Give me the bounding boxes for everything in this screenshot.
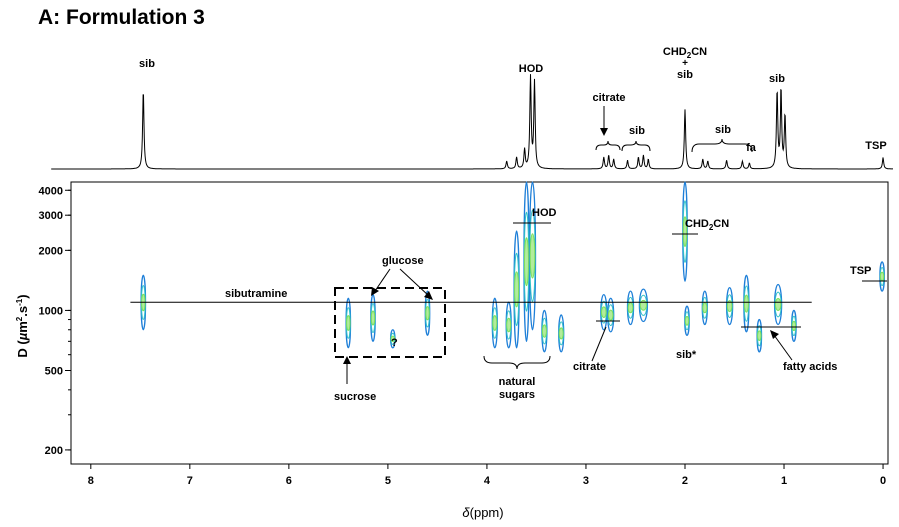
x-tick-label-1: 1	[781, 475, 787, 487]
label-plus: +	[682, 58, 688, 69]
y-tick-label-200: 200	[45, 445, 63, 457]
contour-signal-1-level-2	[346, 315, 351, 331]
sugars-dashed-box	[334, 287, 446, 358]
glucose-arrow-right	[399, 268, 430, 297]
contour-signal-23-level-2	[791, 320, 797, 331]
contour-signal-13-level-2	[607, 309, 614, 321]
label-chd2cn: CHD2CN	[685, 218, 729, 232]
sucrose-arrowhead	[343, 356, 351, 364]
contour-signal-11-level-2	[558, 327, 564, 340]
x-tick-label-7: 7	[187, 475, 193, 487]
label-sibutramine: sibutramine	[225, 288, 287, 300]
level-markers	[513, 222, 887, 328]
x-tick-label-0: 0	[880, 475, 886, 487]
label-tsp-top: TSP	[865, 140, 886, 152]
citrate-pointer	[591, 326, 607, 362]
contour-signal-24-level-2	[879, 271, 885, 282]
label-chd2cn-top: CHD2CN	[663, 46, 707, 60]
y-tick-label-3000: 3000	[39, 210, 63, 222]
contour-signal-18-level-2	[702, 302, 708, 314]
label-question: ?	[391, 337, 398, 349]
y-axis-label: D (µm2.s-1)	[15, 294, 30, 357]
contour-signal-7-level-2	[514, 271, 520, 308]
y-tick-label-1000: 1000	[39, 305, 63, 317]
y-tick-label-2000: 2000	[39, 245, 63, 257]
contour-signal-17-level-2	[684, 315, 690, 326]
contour-signal-5-level-2	[492, 315, 498, 331]
contour-signal-4-level-2	[425, 306, 430, 321]
plot-area	[70, 181, 889, 465]
proton-spectrum	[51, 74, 893, 170]
contour-signal-20-level-2	[743, 294, 749, 313]
sib-brace-1-60	[691, 138, 753, 153]
x-tick-label-6: 6	[286, 475, 292, 487]
label-citrate: citrate	[573, 361, 606, 373]
citrate-arrowhead	[600, 128, 608, 136]
x-axis-label: δ(ppm)	[462, 505, 503, 520]
contour-signal-12-level-2	[601, 306, 607, 319]
label-hod-top: HOD	[519, 63, 544, 75]
label-fatty-acids: fatty acids	[783, 361, 837, 373]
contour-signal-10-level-2	[541, 324, 547, 338]
natural-sugars-brace	[483, 355, 551, 370]
contour-signal-3-level-2	[390, 335, 395, 342]
x-axis: 8 7 6 5 4 3 2 1 0	[88, 464, 886, 487]
spectrum-trace	[51, 74, 893, 170]
y-tick-label-500: 500	[45, 365, 63, 377]
x-tick-label-2: 2	[682, 475, 688, 487]
x-tick-label-3: 3	[583, 475, 589, 487]
label-sib-2-00: sib	[677, 69, 693, 81]
fatty-acids-arrowhead	[770, 330, 779, 339]
spectrum-annotations: sib HOD citrate sib CHD2CN + sib sib fa …	[139, 46, 887, 154]
label-sib-1-60: sib	[715, 124, 731, 136]
label-glucose: glucose	[382, 255, 424, 267]
label-natural: natural	[499, 376, 536, 388]
label-sib-1-05: sib	[769, 73, 785, 85]
x-tick-label-8: 8	[88, 475, 94, 487]
contour-signal-22-level-2	[774, 298, 782, 311]
fatty-acids-arrow	[773, 334, 793, 361]
contour-signals	[140, 181, 885, 353]
label-tsp: TSP	[850, 265, 871, 277]
contour-signal-8-level-2	[524, 237, 529, 287]
contour-signal-16-level-2	[682, 216, 688, 248]
dosy-annotations: HOD CHD2CN TSP sibutramine glucose ? suc…	[225, 207, 871, 403]
page-title: A: Formulation 3	[38, 6, 205, 29]
glucose-arrowhead-left	[371, 287, 379, 296]
contour-signal-6-level-2	[506, 317, 512, 333]
contour-signal-21-level-2	[757, 330, 762, 342]
contour-signal-15-level-2	[639, 299, 648, 311]
y-tick-label-4000: 4000	[39, 185, 63, 197]
label-sucrose: sucrose	[334, 391, 376, 403]
contour-signal-14-level-2	[627, 302, 634, 314]
sib-brace-2-44	[621, 140, 651, 152]
label-sib-2-44: sib	[629, 125, 645, 137]
label-fa: fa	[746, 142, 757, 154]
label-sib-star: sib*	[676, 349, 697, 361]
citrate-brace	[595, 140, 621, 151]
contour-signal-9-level-2	[529, 233, 536, 279]
label-hod: HOD	[532, 207, 557, 219]
glucose-arrow-left	[374, 268, 391, 292]
x-tick-label-5: 5	[385, 475, 391, 487]
label-sugars: sugars	[499, 389, 535, 401]
label-sib-7-47: sib	[139, 58, 155, 70]
glucose-arrowhead-right	[424, 291, 433, 300]
y-axis: 4000 3000 2000 1000 500 200	[39, 185, 71, 457]
label-citrate-top: citrate	[592, 92, 625, 104]
contour-signal-2-level-2	[370, 310, 376, 326]
x-tick-label-4: 4	[484, 475, 491, 487]
contour-signal-19-level-2	[726, 300, 733, 313]
